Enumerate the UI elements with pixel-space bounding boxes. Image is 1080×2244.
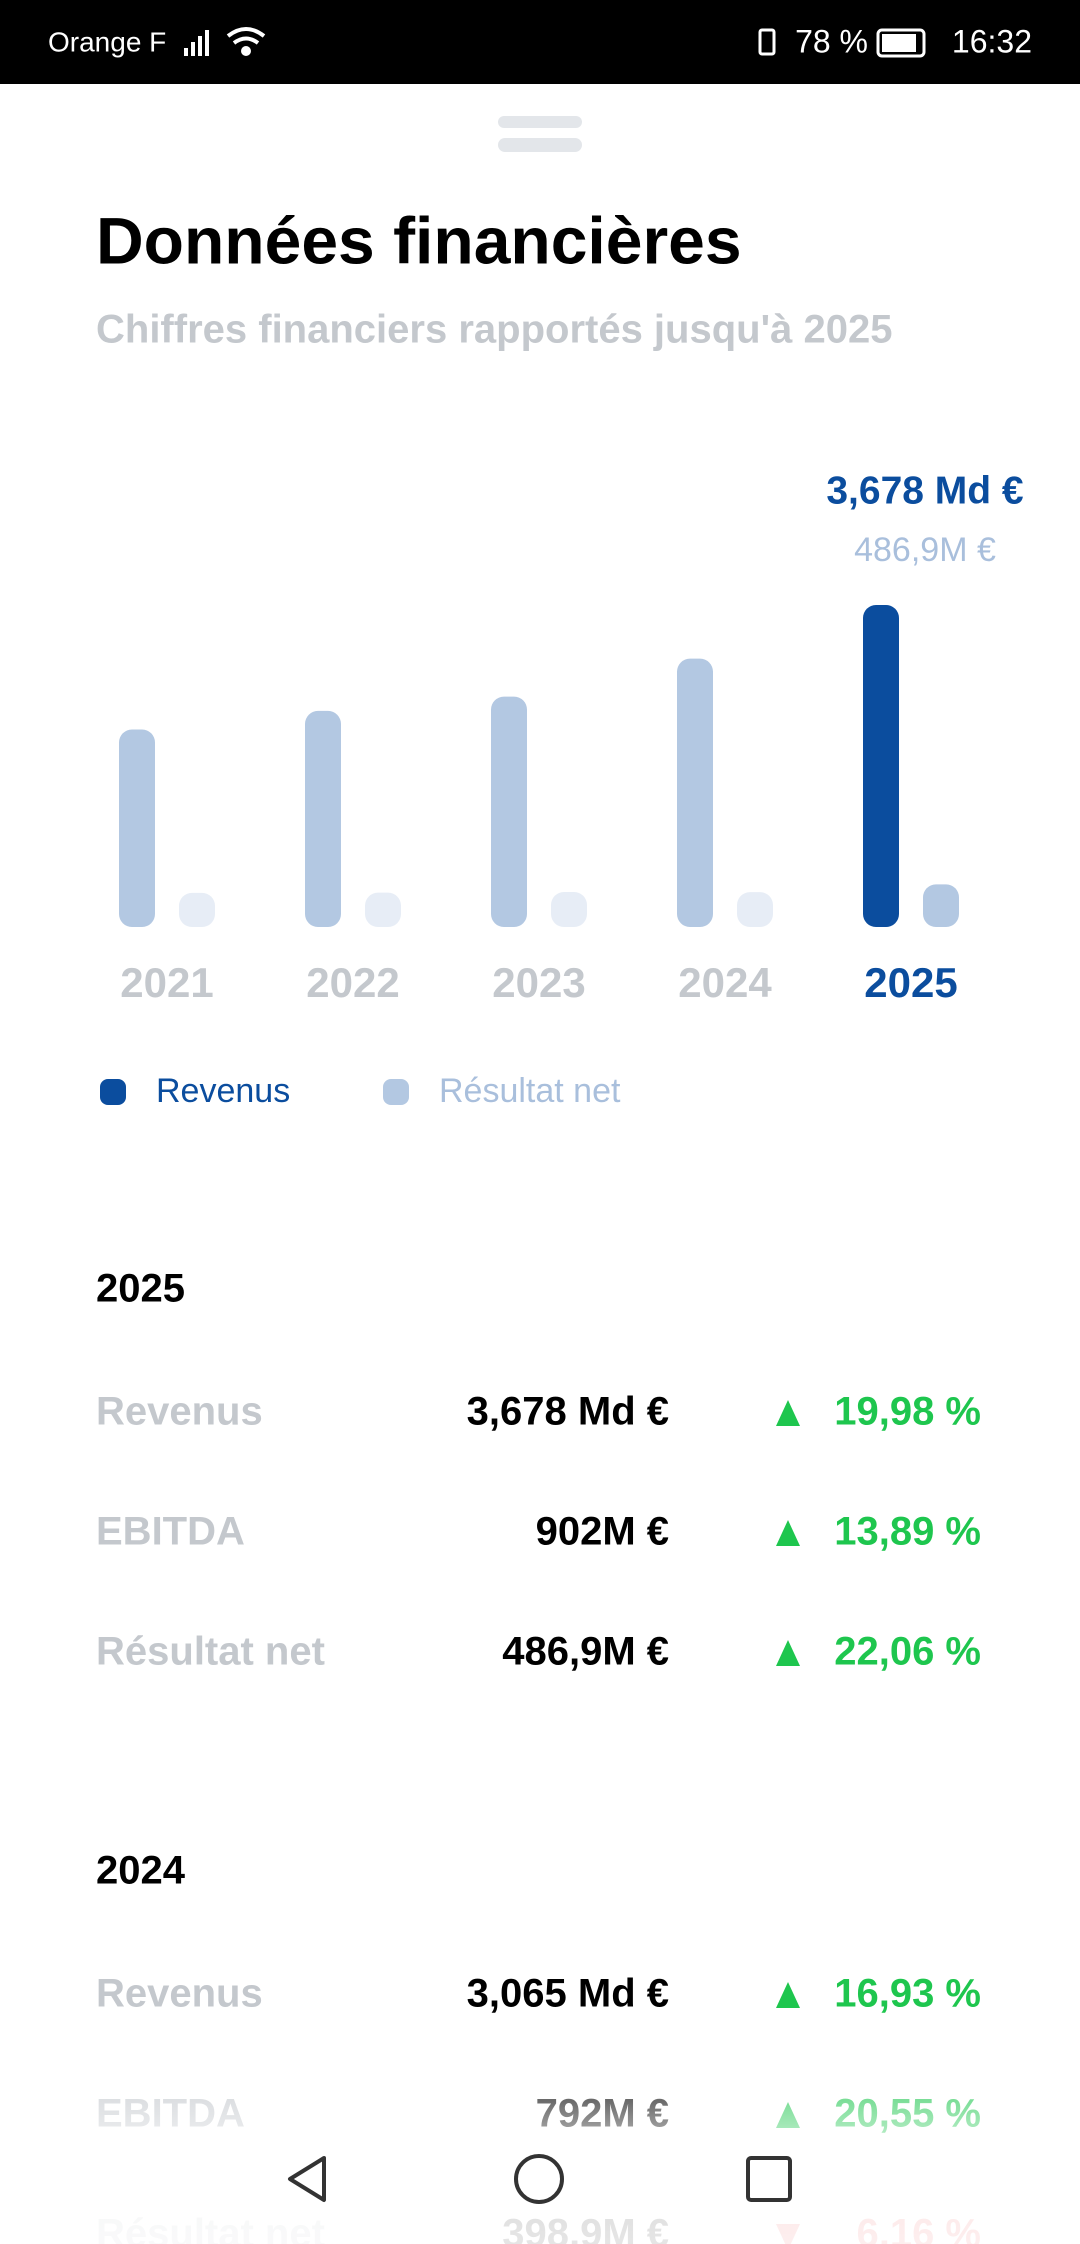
row-change: 16,93 % <box>834 1972 981 2016</box>
bar <box>179 892 215 927</box>
x-tick-label: 2023 <box>492 959 585 1006</box>
bar <box>119 729 155 927</box>
bar <box>365 892 401 927</box>
bar <box>491 696 527 927</box>
legend-label: Résultat net <box>439 1072 621 1110</box>
chart: 2021 2022 2023 2024 2025 3,678 Md € 486,9M € Re… <box>100 469 1024 1110</box>
bar <box>305 710 341 927</box>
subtitle: Chiffres financiers rapportés jusqu'à 20… <box>96 308 892 352</box>
row-value: 3,065 Md € <box>467 1972 669 2016</box>
recents-button[interactable] <box>746 2156 792 2202</box>
x-tick-label: 2022 <box>306 959 399 1006</box>
bottom-fade <box>0 2040 1080 2244</box>
title: Données financières <box>96 203 742 277</box>
x-tick-label: 2024 <box>678 959 772 1006</box>
section-year: 2024 <box>96 1849 186 1893</box>
bar <box>551 891 587 927</box>
home-button[interactable] <box>514 2154 564 2204</box>
trend-up-icon <box>776 1520 800 1546</box>
x-tick-label: 2021 <box>120 959 213 1006</box>
signal-icon <box>184 30 209 56</box>
row-value: 3,678 Md € <box>467 1390 669 1434</box>
drag-handle-bar <box>498 138 582 152</box>
bar <box>677 658 713 927</box>
trend-up-icon <box>776 1640 800 1666</box>
row-label: Revenus <box>96 1390 263 1434</box>
section-year: 2025 <box>96 1267 185 1311</box>
legend-label: Revenus <box>156 1072 290 1110</box>
row-label: Résultat net <box>96 1630 325 1674</box>
value-label: 486,9M € <box>854 531 996 569</box>
drag-handle[interactable] <box>498 116 582 128</box>
battery-level: 78 % <box>795 23 868 59</box>
bar <box>737 892 773 927</box>
battery-icon <box>876 28 926 58</box>
row-change: 22,06 % <box>834 1630 981 1674</box>
trend-up-icon <box>776 1400 800 1426</box>
trend-up-icon <box>776 1982 800 2008</box>
back-button[interactable] <box>288 2156 326 2202</box>
battery-fill <box>882 34 916 52</box>
bar <box>863 605 899 927</box>
row-value: 486,9M € <box>502 1630 669 1674</box>
row-label: Revenus <box>96 1972 263 2016</box>
row-change: 13,89 % <box>834 1510 981 1554</box>
x-tick-label: 2025 <box>864 959 957 1006</box>
row-change: 19,98 % <box>834 1390 981 1434</box>
wifi-icon <box>226 27 266 56</box>
clock: 16:32 <box>952 23 1032 59</box>
carrier: Orange F <box>48 26 166 57</box>
legend-swatch <box>100 1079 126 1105</box>
vibrate-icon <box>758 28 776 56</box>
value-label: 3,678 Md € <box>826 469 1023 512</box>
row-value: 902M € <box>536 1510 669 1554</box>
legend-swatch <box>383 1079 409 1105</box>
row-label: EBITDA <box>96 1510 245 1554</box>
bar <box>923 884 959 927</box>
